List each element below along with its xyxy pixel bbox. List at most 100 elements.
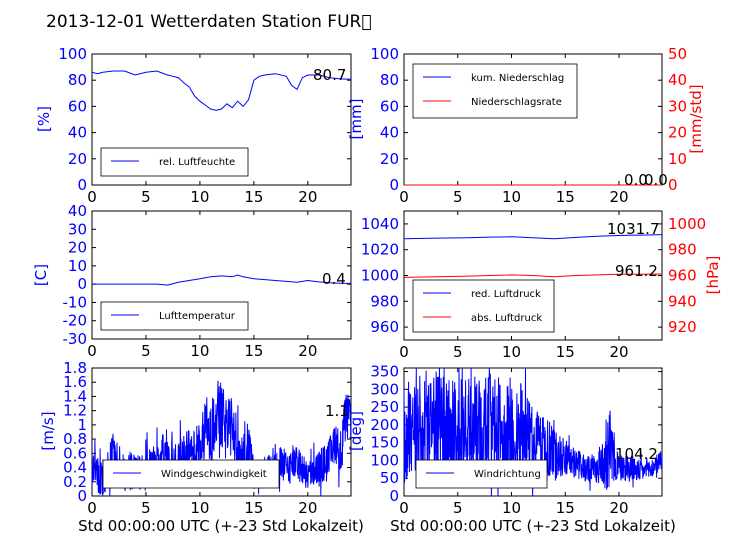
pressure-y2label: [hPa] xyxy=(704,256,722,295)
y-tick-label: 40 xyxy=(68,202,87,220)
y-tick-label: 1020 xyxy=(361,241,399,259)
x-tick-label: 10 xyxy=(502,188,521,206)
y-tick-label: 100 xyxy=(370,451,399,469)
legend-label: Lufttemperatur xyxy=(159,311,236,322)
y2-tick-label: 40 xyxy=(668,71,687,89)
winddirection-panel: [deg] Std 00:00:00 UTC (+-23 Std Lokalze… xyxy=(347,363,676,535)
x-tick-label: 10 xyxy=(190,342,209,360)
humidity-ylabel: [%] xyxy=(35,106,53,132)
winddirection-ylabel: [deg] xyxy=(347,411,365,451)
legend-label: Windgeschwindigkeit xyxy=(161,469,267,480)
y2-tick-label: 30 xyxy=(668,97,687,115)
y2-tick-label: 940 xyxy=(668,292,697,310)
y-tick-label: 150 xyxy=(370,434,399,452)
x-tick-label: 20 xyxy=(609,188,628,206)
x-tick-label: 5 xyxy=(141,499,151,517)
x-tick-label: 0 xyxy=(399,188,409,206)
x-tick-label: 5 xyxy=(453,343,463,361)
y2-tick-label: 0 xyxy=(668,176,678,194)
y2-tick-label: 10 xyxy=(668,150,687,168)
y-tick-label: 60 xyxy=(68,97,87,115)
temperature-panel: [C] 0 5 10 15 20-30-20-10010203040Lufttemper… xyxy=(32,202,351,360)
y-tick-label: 960 xyxy=(370,318,399,336)
winddirection-xlabel: Std 00:00:00 UTC (+-23 Std Lokalzeit) xyxy=(390,517,676,535)
y-tick-label: 100 xyxy=(58,45,87,63)
y2-tick-label: 960 xyxy=(668,267,697,285)
x-tick-label: 20 xyxy=(609,499,628,517)
y2-tick-label: 980 xyxy=(668,241,697,259)
x-tick-label: 15 xyxy=(556,188,575,206)
y-tick-label: 0 xyxy=(389,487,399,505)
legend-label: Windrichtung xyxy=(474,469,541,480)
y-tick-label: 20 xyxy=(68,150,87,168)
y-tick-label: -10 xyxy=(63,293,88,311)
value-annotation: 961.2 xyxy=(615,262,658,280)
y-tick-label: 80 xyxy=(68,71,87,89)
humidity-panel: [%] 0 5 10 15 20 0 20 40 60 80 100 rel. Luftfeuchte… xyxy=(35,45,351,206)
x-tick-label: 15 xyxy=(244,342,263,360)
y2-tick-label: 50 xyxy=(668,45,687,63)
figure: 2013-12-01 Wetterdaten Station FUR  [%] … xyxy=(0,0,736,552)
y-tick-label: 40 xyxy=(380,124,399,142)
x-tick-label: 15 xyxy=(244,499,263,517)
legend-label: kum. Niederschlag xyxy=(471,73,564,84)
x-tick-label: 0 xyxy=(87,499,97,517)
y-tick-label: 980 xyxy=(370,292,399,310)
y-tick-label: 1000 xyxy=(361,267,399,285)
legend-box xyxy=(413,280,554,332)
x-tick-label: 0 xyxy=(399,343,409,361)
x-tick-label: 15 xyxy=(556,499,575,517)
y2-tick-label: 1000 xyxy=(668,215,706,233)
figure-title: 2013-12-01 Wetterdaten Station FUR  xyxy=(46,12,372,32)
precipitation-panel: [mm] [mm/std] 0 5 10 15 20 0 20 40 60 80 100 0 10 20 3… xyxy=(347,45,705,206)
y-tick-label: 30 xyxy=(68,220,87,238)
y-tick-label: 0 xyxy=(77,275,87,293)
value-annotation: 0.4 xyxy=(322,270,346,288)
legend-label: red. Luftdruck xyxy=(471,289,541,300)
y-tick-label: 20 xyxy=(380,150,399,168)
legend-label: abs. Luftdruck xyxy=(471,313,542,324)
y-tick-label: 10 xyxy=(68,257,87,275)
value-annotation: 1.1 xyxy=(325,402,349,420)
x-tick-label: 5 xyxy=(141,342,151,360)
x-tick-label: 0 xyxy=(87,188,97,206)
y-tick-label: 1040 xyxy=(361,215,399,233)
y2-tick-label: 920 xyxy=(668,318,697,336)
windspeed-xlabel: Std 00:00:00 UTC (+-23 Std Lokalzeit) xyxy=(78,517,364,535)
legend-label: Niederschlagsrate xyxy=(471,97,562,108)
x-tick-label: 20 xyxy=(298,342,317,360)
y-tick-label: 1.8 xyxy=(63,359,87,377)
x-tick-label: 5 xyxy=(453,188,463,206)
y-tick-label: -20 xyxy=(63,312,88,330)
y-tick-label: 200 xyxy=(370,416,399,434)
y-tick-label: 50 xyxy=(380,469,399,487)
x-tick-label: 5 xyxy=(141,188,151,206)
x-tick-label: 0 xyxy=(87,342,97,360)
value-annotation: 0.0 xyxy=(644,171,668,189)
y-tick-label: 0 xyxy=(77,176,87,194)
y-tick-label: 0 xyxy=(389,176,399,194)
y-tick-label: 60 xyxy=(380,97,399,115)
y-tick-label: 300 xyxy=(370,380,399,398)
precipitation-y2label: [mm/std] xyxy=(687,84,705,153)
y-tick-label: -30 xyxy=(63,330,88,348)
x-tick-label: 5 xyxy=(453,499,463,517)
x-tick-label: 20 xyxy=(609,343,628,361)
value-annotation: 80.7 xyxy=(313,66,346,84)
value-annotation: 104.2 xyxy=(615,445,658,463)
x-tick-label: 10 xyxy=(502,499,521,517)
temperature-ylabel: [C] xyxy=(32,264,50,286)
x-tick-label: 20 xyxy=(298,188,317,206)
y-tick-label: 350 xyxy=(370,363,399,381)
legend-label: rel. Luftfeuchte xyxy=(159,157,235,168)
x-tick-label: 10 xyxy=(502,343,521,361)
x-tick-label: 20 xyxy=(298,499,317,517)
value-annotation: 1031.7 xyxy=(607,220,660,238)
y2-tick-label: 20 xyxy=(668,124,687,142)
windspeed-ylabel: [m/s] xyxy=(39,411,57,450)
precipitation-ylabel: [mm] xyxy=(347,99,365,140)
y-tick-label: 100 xyxy=(370,45,399,63)
y-tick-label: 20 xyxy=(68,239,87,257)
windspeed-panel: [m/s] Std 00:00:00 UTC (+-23 Std Lokalze… xyxy=(39,359,364,535)
x-tick-label: 10 xyxy=(190,188,209,206)
